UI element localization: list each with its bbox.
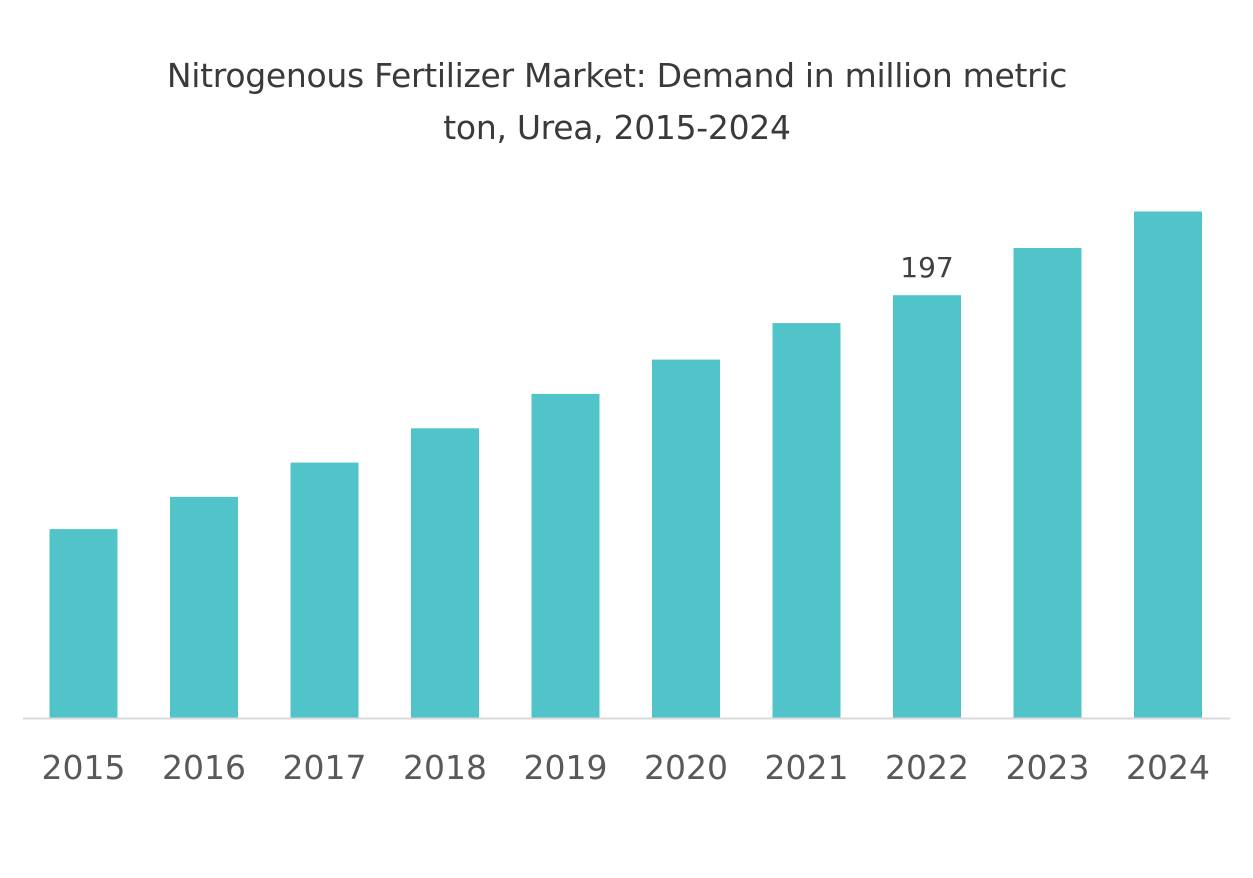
x-tick-label-2015: 2015	[42, 748, 126, 787]
x-tick-label-2017: 2017	[283, 748, 367, 787]
x-tick-label-2018: 2018	[403, 748, 487, 787]
bar-2018	[411, 428, 479, 718]
bar-2022	[893, 295, 961, 718]
x-tick-label-2023: 2023	[1006, 748, 1090, 787]
bar-2017	[290, 462, 359, 718]
x-tick-labels: 2015 2016 2017 2018 2019 2020 2021 2022 2023 2024	[42, 748, 1210, 787]
x-tick-label-2024: 2024	[1126, 748, 1210, 787]
bar-2021	[772, 323, 841, 718]
bar-2015	[49, 529, 118, 718]
bar-2020	[652, 359, 720, 718]
x-tick-label-2022: 2022	[885, 748, 969, 787]
chart-title-line-2: ton, Urea, 2015-2024	[443, 108, 791, 147]
x-tick-label-2020: 2020	[644, 748, 728, 787]
x-tick-label-2019: 2019	[524, 748, 608, 787]
bar-2023	[1013, 248, 1082, 718]
x-tick-label-2021: 2021	[765, 748, 849, 787]
bar-2016	[170, 496, 238, 718]
chart-title-line-1: Nitrogenous Fertilizer Market: Demand in…	[166, 56, 1068, 95]
data-labels: 197	[900, 251, 953, 284]
chart-title: Nitrogenous Fertilizer Market: Demand in…	[0, 50, 1234, 154]
bars-group	[49, 211, 1202, 718]
data-label-2022: 197	[900, 251, 953, 284]
x-tick-label-2016: 2016	[162, 748, 246, 787]
bar-2019	[531, 393, 600, 718]
bar-2024	[1134, 211, 1202, 718]
